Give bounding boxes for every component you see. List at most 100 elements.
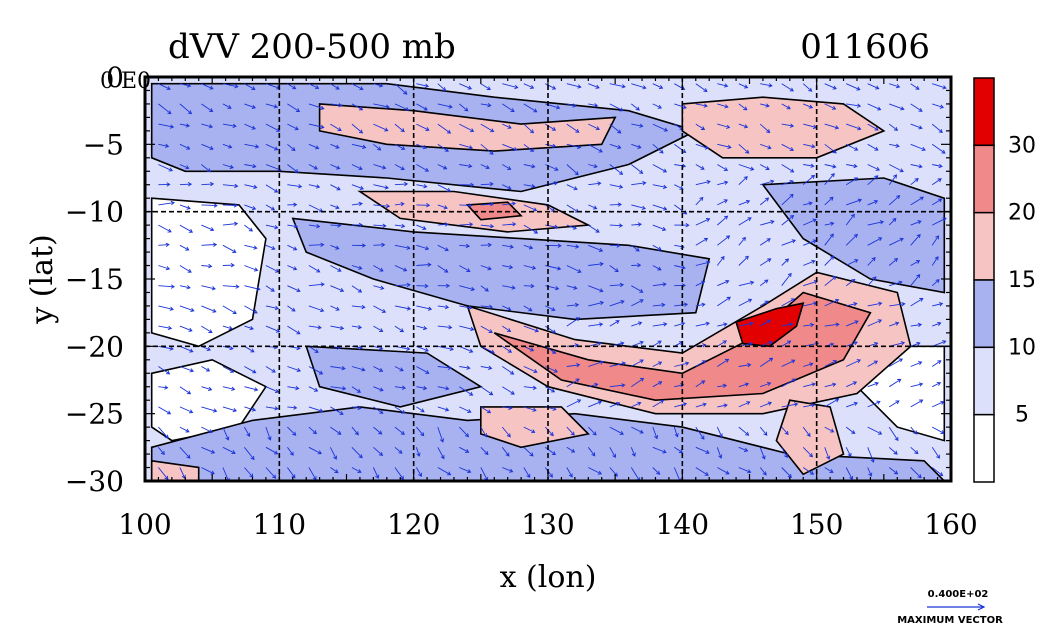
wind-vector bbox=[609, 184, 624, 189]
wind-vector bbox=[888, 400, 900, 408]
wind-vector bbox=[437, 365, 453, 371]
wind-vector bbox=[523, 385, 537, 391]
wind-vector bbox=[244, 406, 257, 412]
wind-vector bbox=[738, 103, 748, 111]
wind-vector bbox=[652, 265, 662, 271]
wind-vector bbox=[824, 298, 840, 307]
wind-vector bbox=[609, 83, 626, 89]
wind-vector bbox=[480, 143, 494, 155]
wind-vector bbox=[889, 321, 900, 327]
wind-vector bbox=[158, 447, 165, 456]
wind-vector bbox=[201, 181, 215, 187]
wind-vector bbox=[330, 123, 342, 132]
wind-vector bbox=[394, 325, 405, 333]
wind-vector bbox=[179, 103, 193, 115]
wind-vector bbox=[523, 283, 535, 289]
wind-vector bbox=[179, 406, 194, 414]
wind-vector bbox=[158, 345, 174, 351]
wind-vector bbox=[738, 382, 750, 388]
wind-vector bbox=[781, 467, 792, 478]
wind-vector bbox=[824, 426, 835, 433]
wind-vector bbox=[717, 199, 728, 206]
wind-vector bbox=[330, 223, 342, 228]
wind-vector bbox=[824, 196, 834, 206]
wind-vector bbox=[631, 359, 644, 367]
x-tick-label: 150 bbox=[790, 508, 843, 541]
wind-vector bbox=[244, 163, 257, 169]
x-tick-label: 140 bbox=[656, 508, 709, 541]
wind-vector bbox=[179, 285, 191, 290]
wind-vector bbox=[437, 345, 454, 352]
wind-vector bbox=[330, 467, 339, 474]
wind-vector bbox=[416, 103, 428, 111]
wind-vector bbox=[244, 305, 258, 314]
wind-vector bbox=[394, 406, 406, 414]
wind-vector bbox=[803, 259, 816, 266]
wind-vector bbox=[394, 467, 404, 480]
wind-vector bbox=[888, 467, 899, 475]
wind-vector bbox=[244, 224, 254, 232]
wind-vector bbox=[480, 123, 495, 133]
wind-vector bbox=[330, 83, 340, 90]
wind-vector bbox=[244, 345, 255, 353]
wind-vector bbox=[867, 237, 883, 246]
wind-vector bbox=[545, 305, 556, 312]
wind-vector bbox=[523, 265, 537, 270]
wind-vector bbox=[566, 265, 582, 273]
wind-vector bbox=[846, 103, 862, 108]
wind-vector bbox=[738, 83, 749, 89]
wind-vector bbox=[308, 265, 321, 273]
wind-vector bbox=[695, 237, 709, 246]
wind-vector bbox=[480, 304, 494, 310]
wind-vector bbox=[652, 282, 667, 287]
wind-vector bbox=[437, 304, 450, 310]
wind-vector bbox=[287, 224, 299, 229]
wind-vector bbox=[609, 320, 620, 327]
wind-vector bbox=[480, 325, 493, 333]
wind-vector bbox=[738, 298, 753, 307]
wind-vector bbox=[781, 103, 791, 110]
wind-vector bbox=[373, 164, 387, 170]
wind-vector bbox=[717, 215, 729, 226]
wind-vector bbox=[222, 203, 238, 208]
wind-vector bbox=[480, 265, 492, 271]
colorbar-swatch bbox=[973, 346, 995, 416]
wind-vector bbox=[674, 402, 688, 408]
wind-vector bbox=[287, 385, 300, 391]
wind-vector bbox=[308, 184, 321, 189]
vector-legend-value: 0.400E+02 bbox=[928, 589, 989, 600]
wind-vector bbox=[201, 164, 211, 173]
wind-vector bbox=[781, 402, 799, 408]
wind-vector bbox=[931, 256, 939, 266]
wind-vector bbox=[846, 123, 862, 131]
wind-vector bbox=[179, 325, 193, 332]
wind-vector bbox=[502, 83, 519, 90]
wind-vector bbox=[931, 381, 942, 388]
wind-vector bbox=[545, 345, 557, 354]
wind-vector bbox=[201, 263, 213, 269]
wind-vector bbox=[931, 279, 940, 287]
wind-vector bbox=[867, 319, 883, 327]
wind-vector bbox=[308, 345, 319, 353]
wind-vector bbox=[351, 265, 363, 270]
wind-vector bbox=[265, 204, 276, 211]
wind-vector bbox=[287, 325, 301, 335]
wind-vector bbox=[287, 202, 298, 207]
wind-vector bbox=[802, 446, 814, 458]
wind-vector bbox=[158, 467, 169, 480]
wind-vector bbox=[631, 222, 642, 227]
wind-vector bbox=[330, 325, 345, 331]
wind-vector bbox=[910, 298, 924, 307]
field-low-west bbox=[150, 197, 267, 348]
wind-vector bbox=[910, 83, 920, 90]
wind-vector bbox=[717, 164, 729, 171]
wind-vector bbox=[717, 83, 729, 88]
wind-vector bbox=[158, 426, 169, 439]
wind-vector bbox=[845, 213, 855, 226]
wind-vector bbox=[308, 282, 325, 287]
wind-vector bbox=[803, 143, 816, 149]
field-medium-east bbox=[761, 177, 946, 294]
wind-vector bbox=[931, 123, 943, 133]
wind-vector bbox=[394, 164, 405, 171]
wind-vector bbox=[759, 164, 770, 170]
